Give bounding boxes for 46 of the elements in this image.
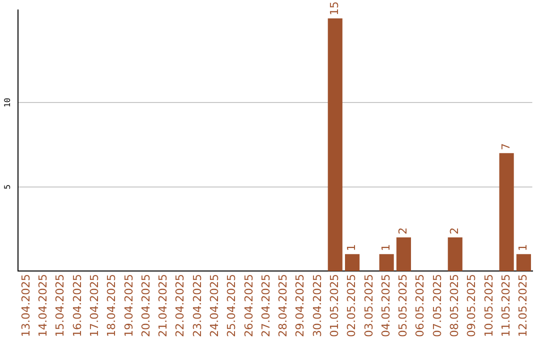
y-tick-label: 10 xyxy=(3,98,12,108)
bar xyxy=(516,254,531,272)
y-tick-label: 5 xyxy=(3,184,12,190)
x-tick-label: 22.04.2025 xyxy=(174,274,187,338)
x-tick-label: 13.04.2025 xyxy=(19,274,32,338)
data-label: 2 xyxy=(448,227,461,234)
x-tick-label: 11.05.2025 xyxy=(499,274,512,338)
x-tick-label: 06.05.2025 xyxy=(414,274,427,338)
bar xyxy=(448,237,462,272)
data-label: 1 xyxy=(345,244,358,252)
x-tick-label: 01.05.2025 xyxy=(328,274,341,338)
x-tick-label: 25.04.2025 xyxy=(225,274,238,338)
x-tick-label: 26.04.2025 xyxy=(242,274,256,338)
data-label: 2 xyxy=(396,227,410,234)
x-tick-label: 04.05.2025 xyxy=(379,274,392,338)
x-tick-label: 17.04.2025 xyxy=(88,274,101,338)
x-tick-label: 15.04.2025 xyxy=(54,274,67,338)
data-label: 15 xyxy=(328,1,341,16)
x-tick-label: 12.05.2025 xyxy=(516,274,530,338)
x-tick-label: 07.05.2025 xyxy=(430,274,444,338)
bar xyxy=(379,254,394,272)
x-tick-label: 19.04.2025 xyxy=(122,274,136,338)
bar xyxy=(396,237,411,272)
x-tick-label: 30.04.2025 xyxy=(310,274,324,338)
x-tick-label: 28.04.2025 xyxy=(276,274,290,338)
x-tick-label: 20.04.2025 xyxy=(139,274,152,338)
x-tick-label: 16.04.2025 xyxy=(70,274,84,338)
x-tick-label: 24.04.2025 xyxy=(208,274,221,338)
data-label: 1 xyxy=(516,244,530,252)
bar xyxy=(344,254,360,272)
x-tick-label: 05.05.2025 xyxy=(396,274,410,338)
data-label: 1 xyxy=(379,244,392,252)
x-tick-label: 14.04.2025 xyxy=(36,274,50,338)
x-tick-label: 10.05.2025 xyxy=(482,274,496,338)
x-tick-label: 02.05.2025 xyxy=(345,274,358,338)
x-tick-label: 23.04.2025 xyxy=(190,274,204,338)
bar xyxy=(328,18,342,272)
bar xyxy=(499,153,514,272)
data-label: 7 xyxy=(499,143,512,150)
x-tick-label: 29.04.2025 xyxy=(294,274,307,338)
x-tick-label: 27.04.2025 xyxy=(259,274,272,338)
x-tick-label: 21.04.2025 xyxy=(156,274,170,338)
x-tick-label: 08.05.2025 xyxy=(448,274,461,338)
x-tick-label: 18.04.2025 xyxy=(105,274,118,338)
x-tick-label: 03.05.2025 xyxy=(362,274,376,338)
x-tick-label: 09.05.2025 xyxy=(465,274,478,338)
